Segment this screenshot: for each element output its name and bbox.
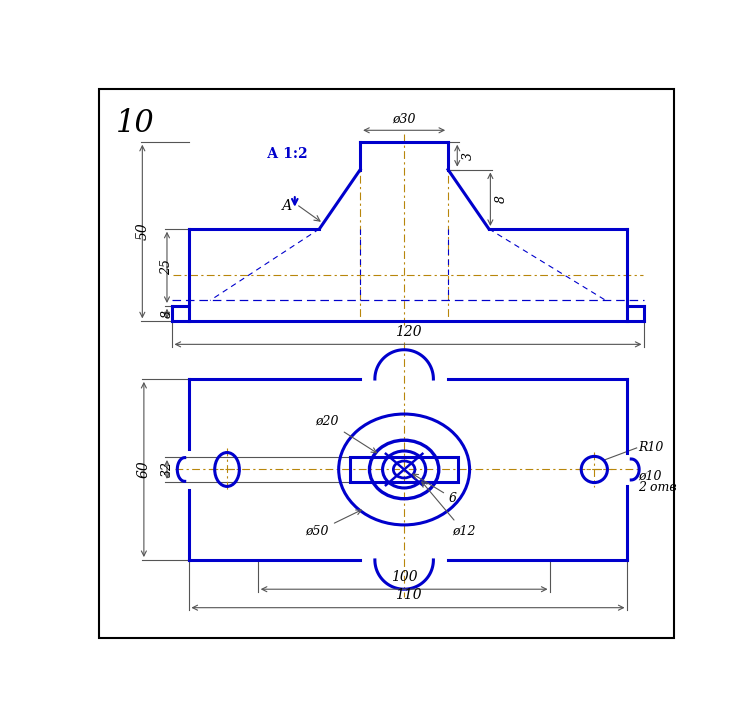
Text: ø50: ø50 [305, 510, 361, 538]
Text: А: А [282, 199, 293, 212]
Text: 10: 10 [115, 108, 154, 139]
Text: 8: 8 [495, 195, 507, 203]
Text: 100: 100 [391, 570, 418, 584]
Text: 6: 6 [413, 474, 457, 505]
Text: 3: 3 [461, 152, 474, 160]
Text: А 1:2: А 1:2 [267, 147, 308, 161]
Text: ø12: ø12 [421, 482, 475, 538]
Text: ø30: ø30 [392, 112, 416, 126]
Text: 32: 32 [161, 462, 173, 477]
Text: ø10: ø10 [638, 469, 662, 482]
Text: 25: 25 [161, 259, 173, 275]
Text: R10: R10 [638, 441, 664, 454]
Text: 8: 8 [161, 310, 173, 318]
Text: 2 отв: 2 отв [638, 482, 677, 495]
Text: 50: 50 [135, 222, 149, 240]
Text: 110: 110 [394, 588, 421, 603]
Text: ø20: ø20 [316, 415, 376, 453]
Text: 120: 120 [394, 325, 421, 339]
Bar [351, 457, 458, 482]
Text: 60: 60 [137, 461, 151, 478]
